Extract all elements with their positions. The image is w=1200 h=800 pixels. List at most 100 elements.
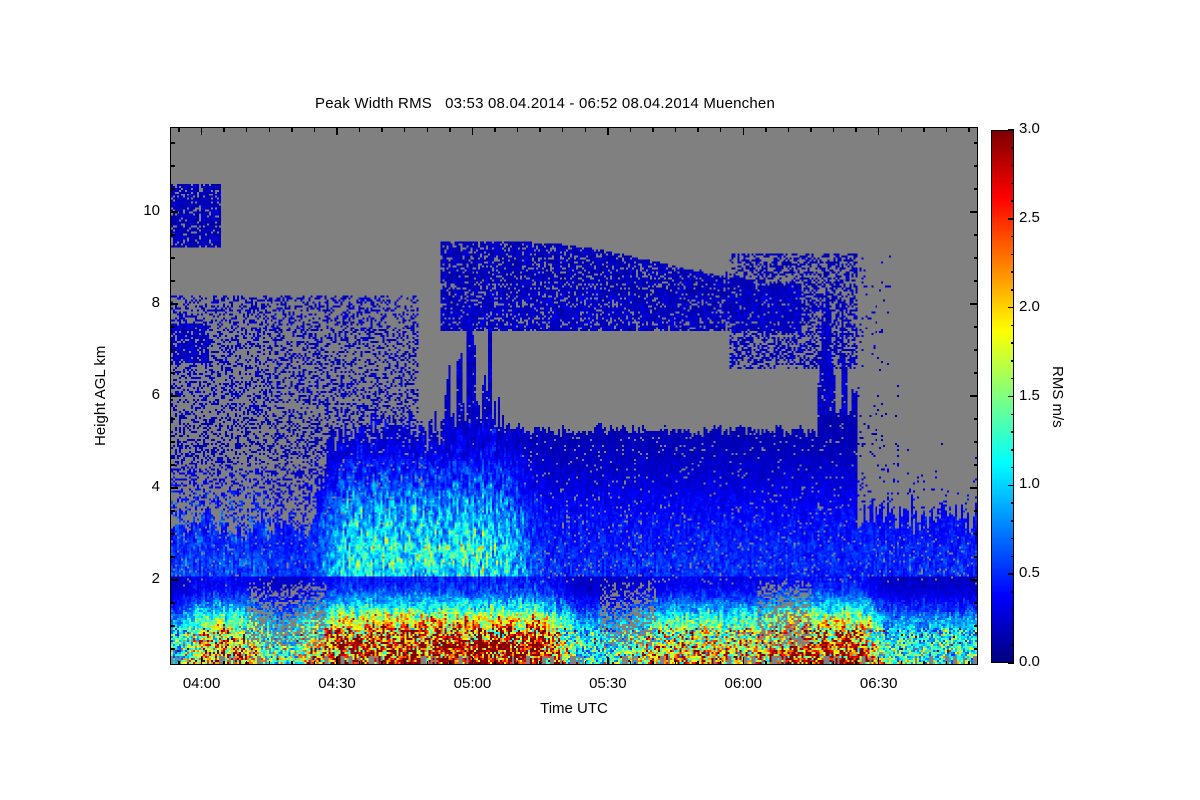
- colorbar-tick-label: 1.5: [1019, 386, 1040, 404]
- y-axis-minor-tick: [973, 464, 978, 466]
- y-axis-minor-tick: [170, 257, 175, 259]
- x-axis-minor-tick: [426, 127, 429, 132]
- x-axis-minor-tick: [674, 660, 677, 665]
- colorbar-minor-tick: [1010, 182, 1014, 185]
- colorbar-minor-tick: [1010, 271, 1014, 273]
- colorbar-minor-tick: [1010, 200, 1014, 202]
- x-axis-minor-tick: [178, 127, 180, 132]
- y-axis-minor-tick: [170, 234, 175, 236]
- colorbar-tick: [1008, 573, 1014, 575]
- x-axis-minor-tick: [494, 660, 496, 665]
- x-axis-minor-tick: [765, 660, 767, 665]
- y-axis-tick: [970, 487, 978, 489]
- colorbar-tick-label: 0.5: [1019, 564, 1040, 582]
- y-axis-minor-tick: [170, 648, 175, 650]
- y-axis-tick-label: 8: [151, 294, 160, 312]
- colorbar-minor-tick: [1010, 591, 1014, 593]
- colorbar-minor-tick: [1010, 360, 1014, 362]
- x-axis-tick: [607, 657, 609, 665]
- colorbar-minor-tick: [1010, 502, 1014, 504]
- x-axis-tick: [742, 657, 745, 665]
- y-axis-minor-tick: [170, 510, 175, 512]
- heatmap-plot-area[interactable]: [170, 127, 978, 665]
- x-axis-minor-tick: [719, 660, 722, 665]
- colorbar-minor-tick: [1010, 253, 1014, 256]
- x-axis-minor-tick: [787, 127, 790, 132]
- x-axis-minor-tick: [223, 127, 225, 132]
- y-axis-tick-label: 4: [151, 477, 160, 495]
- x-axis-minor-tick: [787, 660, 790, 665]
- x-axis-minor-tick: [516, 660, 519, 665]
- y-axis-minor-tick: [973, 280, 978, 282]
- y-axis-minor-tick: [170, 326, 175, 328]
- y-axis-tick: [970, 395, 978, 397]
- y-axis-minor-tick: [170, 602, 175, 604]
- y-axis-minor-tick: [973, 625, 978, 627]
- colorbar-minor-tick: [1010, 431, 1014, 433]
- y-axis-minor-tick: [973, 165, 978, 167]
- colorbar-tick: [1008, 218, 1014, 220]
- y-axis-minor-tick: [170, 418, 175, 420]
- y-axis-minor-tick: [973, 418, 978, 420]
- x-axis-minor-tick: [291, 660, 293, 665]
- colorbar-tick-label: 1.0: [1019, 475, 1040, 493]
- x-axis-minor-tick: [584, 660, 587, 665]
- x-axis-minor-tick: [697, 127, 699, 132]
- x-axis-minor-tick: [381, 660, 383, 665]
- x-axis-tick: [877, 127, 880, 135]
- x-axis-tick-label: 06:00: [724, 675, 763, 692]
- x-axis-minor-tick: [629, 127, 632, 132]
- x-axis-minor-tick: [923, 660, 925, 665]
- y-axis-minor-tick: [973, 441, 978, 443]
- colorbar-minor-tick: [1010, 235, 1014, 238]
- x-axis-tick: [471, 127, 474, 135]
- y-axis-minor-tick: [170, 625, 175, 627]
- x-axis-tick: [336, 657, 338, 665]
- x-axis-minor-tick: [832, 660, 835, 665]
- x-axis-minor-tick: [629, 660, 632, 665]
- x-axis-minor-tick: [968, 127, 970, 132]
- x-axis-minor-tick: [855, 660, 857, 665]
- y-axis-tick: [170, 579, 178, 581]
- x-axis-tick: [200, 127, 203, 135]
- x-axis-minor-tick: [449, 127, 451, 132]
- colorbar-minor-tick: [1010, 377, 1014, 380]
- colorbar-minor-tick: [1010, 644, 1014, 646]
- x-axis-tick: [471, 657, 474, 665]
- x-axis-tick-label: 04:00: [182, 675, 221, 692]
- colorbar-tick: [1008, 306, 1014, 309]
- colorbar-tick: [1008, 129, 1014, 131]
- colorbar-minor-tick: [1010, 555, 1014, 558]
- y-axis-minor-tick: [973, 257, 978, 259]
- colorbar-tick-label: 0.0: [1019, 653, 1040, 670]
- x-axis-tick: [742, 127, 745, 135]
- y-axis-minor-tick: [170, 464, 175, 466]
- x-axis-tick: [607, 127, 609, 135]
- y-axis-minor-tick: [170, 165, 175, 167]
- y-axis-minor-tick: [170, 372, 175, 374]
- y-axis-minor-tick: [973, 142, 978, 144]
- y-axis-minor-tick: [170, 142, 175, 144]
- x-axis-minor-tick: [403, 127, 406, 132]
- x-axis-minor-tick: [313, 660, 316, 665]
- y-axis-tick: [170, 395, 178, 397]
- x-axis-minor-tick: [810, 660, 812, 665]
- x-axis-tick-label: 05:00: [453, 675, 492, 692]
- y-axis-label: Height AGL km: [92, 345, 109, 447]
- x-axis-minor-tick: [719, 127, 722, 132]
- y-axis-minor-tick: [170, 556, 175, 558]
- x-axis-minor-tick: [268, 660, 271, 665]
- y-axis-tick-label: 2: [151, 569, 160, 587]
- colorbar-minor-tick: [1010, 342, 1014, 344]
- x-axis-minor-tick: [945, 660, 948, 665]
- x-axis-minor-tick: [516, 127, 519, 132]
- x-axis-minor-tick: [494, 127, 496, 132]
- x-axis-minor-tick: [923, 127, 925, 132]
- colorbar-minor-tick: [1010, 324, 1014, 327]
- colorbar-minor-tick: [1010, 289, 1014, 291]
- x-axis-minor-tick: [449, 660, 451, 665]
- x-axis-minor-tick: [381, 127, 383, 132]
- x-axis-minor-tick: [900, 127, 902, 132]
- colorbar-minor-tick: [1010, 164, 1014, 167]
